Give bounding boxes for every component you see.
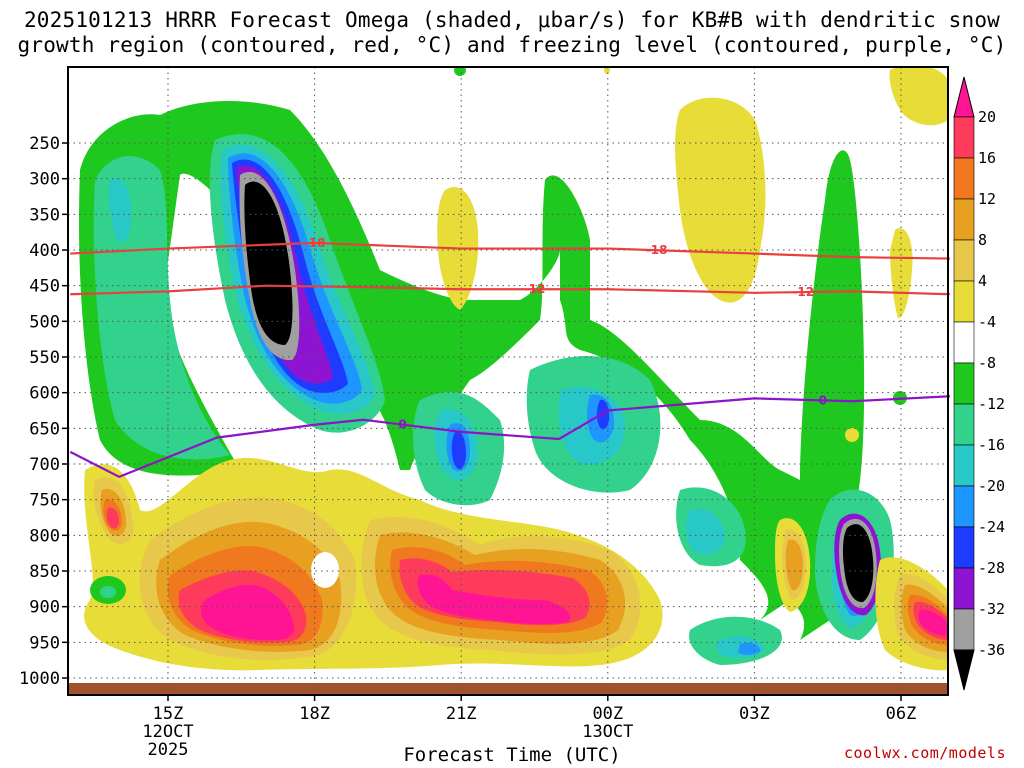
y-tick-label: 450 <box>29 277 60 297</box>
colorbar-tick-label: 16 <box>978 149 996 167</box>
x-tick-label: 21Z <box>446 704 477 724</box>
colorbar-band <box>953 362 975 405</box>
colorbar-band <box>953 444 975 487</box>
colorbar: 20 16 12 8 4 -4 -8 -12 -16 -20 -24 -28 -32 -36 <box>953 76 1005 691</box>
colorbar-tick-label: 12 <box>978 190 996 208</box>
isotherm-line <box>70 241 950 260</box>
y-tick-label: 500 <box>29 312 60 332</box>
x-tick-year: 2025 <box>148 740 189 760</box>
isotherm-label: -18 <box>646 243 668 257</box>
isotherm-line <box>70 284 950 296</box>
isotherm-label: -18 <box>304 236 326 250</box>
isotherm-contours: -18 -18 -12 -12 0 0 <box>69 236 950 479</box>
y-tick-label: 250 <box>29 134 60 154</box>
colorbar-band <box>953 485 975 528</box>
x-tick-label: 18Z <box>299 704 330 724</box>
y-tick-label: 300 <box>29 170 60 190</box>
surface-strip <box>68 683 948 695</box>
colorbar-tick-label: -8 <box>978 354 996 372</box>
colorbar-tick-label: 4 <box>978 272 987 290</box>
colorbar-band <box>953 526 975 569</box>
grid-lines <box>68 67 948 695</box>
colorbar-tick-label: 20 <box>978 108 996 126</box>
colorbar-tick-label: -16 <box>978 436 1005 454</box>
colorbar-band <box>953 198 975 241</box>
y-tick-label: 1000 <box>19 669 60 689</box>
y-tick-label: 600 <box>29 384 60 404</box>
y-axis: 250 300 350 400 450 500 550 600 650 700 750 800 850 9… <box>19 134 68 689</box>
omega-spot <box>454 67 466 76</box>
colorbar-band <box>953 239 975 282</box>
colorbar-tick-label: -24 <box>978 518 1005 536</box>
y-tick-label: 650 <box>29 419 60 439</box>
y-tick-label: 800 <box>29 526 60 546</box>
y-tick-label: 550 <box>29 348 60 368</box>
isotherm-label: 0 <box>398 418 406 432</box>
omega-core-lower-black <box>843 524 874 603</box>
omega-hole <box>311 552 339 588</box>
colorbar-band <box>953 116 975 159</box>
x-tick-label: 00Z <box>592 704 623 724</box>
colorbar-arrow-top <box>953 76 975 118</box>
x-tick-date: 12OCT <box>142 722 193 742</box>
y-tick-label: 750 <box>29 491 60 511</box>
colorbar-tick-label: -32 <box>978 600 1005 618</box>
y-tick-label: 350 <box>29 205 60 225</box>
omega-spot <box>604 67 610 74</box>
chart-title-line-2: growth region (contoured, red, °C) and f… <box>17 33 1007 57</box>
isotherm-label: -12 <box>792 285 814 299</box>
x-axis-label: Forecast Time (UTC) <box>403 744 621 766</box>
colorbar-tick-label: -28 <box>978 559 1005 577</box>
omega-contour-minus4 <box>79 100 865 641</box>
credit-text: coolwx.com/models <box>843 744 1006 762</box>
colorbar-tick-label: 8 <box>978 231 987 249</box>
isotherm-label: 0 <box>819 393 827 407</box>
colorbar-band <box>953 280 975 323</box>
omega-contour-plus-max <box>200 574 948 641</box>
x-tick-date: 13OCT <box>582 722 633 742</box>
colorbar-band <box>953 321 975 364</box>
omega-hole <box>100 586 116 598</box>
colorbar-arrow-bottom <box>953 649 975 691</box>
plot-frame <box>67 66 949 696</box>
omega-core-upper-black <box>244 181 293 345</box>
chart-title-line-1: 2025101213 HRRR Forecast Omega (shaded, … <box>23 8 1001 32</box>
isotherm-line <box>69 395 950 479</box>
colorbar-band <box>953 403 975 446</box>
y-tick-label: 900 <box>29 598 60 618</box>
isotherm-label: -12 <box>524 282 546 296</box>
x-tick-label: 03Z <box>739 704 770 724</box>
colorbar-band <box>953 157 975 200</box>
colorbar-band <box>953 608 975 651</box>
omega-contour-plus20 <box>106 507 948 643</box>
colorbar-tick-label: -4 <box>978 313 996 331</box>
colorbar-tick-label: -20 <box>978 477 1005 495</box>
omega-spot <box>845 428 859 442</box>
colorbar-tick-label: -36 <box>978 641 1005 659</box>
x-tick-label: 06Z <box>886 704 917 724</box>
omega-shading <box>68 67 948 695</box>
x-tick-label: 15Z <box>153 704 184 724</box>
y-tick-label: 950 <box>29 633 60 653</box>
y-tick-label: 400 <box>29 241 60 261</box>
colorbar-band <box>953 567 975 610</box>
y-tick-label: 700 <box>29 455 60 475</box>
y-tick-label: 850 <box>29 562 60 582</box>
colorbar-tick-label: -12 <box>978 395 1005 413</box>
